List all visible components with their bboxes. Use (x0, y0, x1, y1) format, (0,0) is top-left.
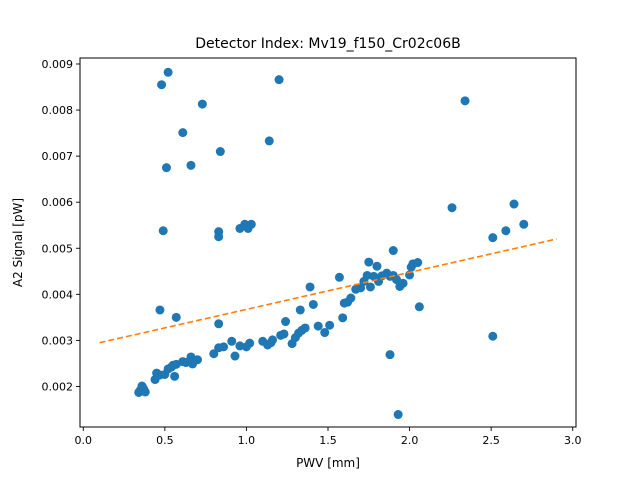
data-point (268, 335, 278, 345)
data-point (385, 350, 395, 360)
data-point (460, 96, 470, 106)
x-tick-label: 2.5 (482, 434, 500, 447)
y-axis: 0.002 0.003 0.004 0.005 0.006 0.007 0.008 0.009 (42, 58, 80, 393)
x-tick-label: 0.0 (75, 434, 93, 447)
data-point (245, 338, 255, 348)
data-point (388, 246, 398, 256)
x-axis: 0.0 0.5 1.0 1.5 2.0 2.5 3.0 (75, 427, 582, 447)
data-point (155, 305, 165, 315)
data-point (365, 282, 375, 292)
data-point (214, 319, 224, 329)
data-point (393, 410, 403, 420)
y-tick-label: 0.009 (42, 58, 74, 71)
data-point (392, 275, 402, 285)
chart-title: Detector Index: Mv19_f150_Cr02c06B (195, 36, 460, 52)
data-point (398, 278, 408, 288)
data-point (219, 342, 229, 352)
data-point (414, 302, 424, 312)
x-tick-label: 2.0 (401, 434, 419, 447)
data-point (300, 323, 310, 333)
data-point (140, 387, 150, 397)
data-point (447, 203, 457, 213)
data-point (488, 331, 498, 341)
data-point (157, 80, 167, 90)
data-point (364, 257, 374, 267)
x-axis-label: PWV [mm] (296, 456, 360, 470)
data-point (338, 313, 348, 323)
data-point (325, 320, 335, 330)
data-point (372, 261, 382, 271)
data-point (279, 329, 289, 339)
y-tick-label: 0.006 (42, 196, 74, 209)
y-tick-label: 0.007 (42, 150, 74, 163)
data-point (488, 233, 498, 243)
y-tick-label: 0.002 (42, 380, 74, 393)
data-point (295, 305, 305, 315)
data-point (214, 232, 224, 242)
data-point (519, 219, 529, 229)
x-tick-label: 1.0 (238, 434, 256, 447)
data-point (178, 128, 188, 138)
data-point (264, 136, 274, 146)
y-tick-label: 0.003 (42, 334, 74, 347)
x-tick-label: 1.5 (319, 434, 337, 447)
data-point (230, 351, 240, 361)
data-point (313, 321, 323, 331)
data-point (186, 160, 196, 170)
data-point (501, 226, 511, 236)
y-tick-label: 0.004 (42, 288, 74, 301)
data-point (197, 99, 207, 109)
data-point (192, 355, 202, 365)
y-tick-label: 0.005 (42, 242, 74, 255)
plot-area (99, 67, 557, 420)
data-point (305, 282, 315, 292)
fit-line (99, 238, 557, 344)
data-point (509, 199, 519, 209)
data-point (346, 293, 356, 303)
data-point (158, 226, 168, 236)
data-point (320, 328, 330, 338)
data-point (413, 258, 423, 268)
data-point (171, 312, 181, 322)
data-point (334, 272, 344, 282)
data-point (281, 317, 291, 327)
data-point (227, 336, 237, 346)
x-tick-label: 0.5 (156, 434, 174, 447)
data-point (170, 371, 180, 381)
data-point (209, 349, 219, 359)
data-point (274, 75, 284, 85)
x-tick-label: 3.0 (564, 434, 582, 447)
data-point (163, 67, 173, 77)
y-tick-label: 0.008 (42, 104, 74, 117)
data-point (246, 219, 256, 229)
data-point (308, 299, 318, 309)
y-axis-label: A2 Signal [pW] (11, 198, 25, 287)
data-point (215, 147, 225, 157)
data-point (161, 163, 171, 173)
